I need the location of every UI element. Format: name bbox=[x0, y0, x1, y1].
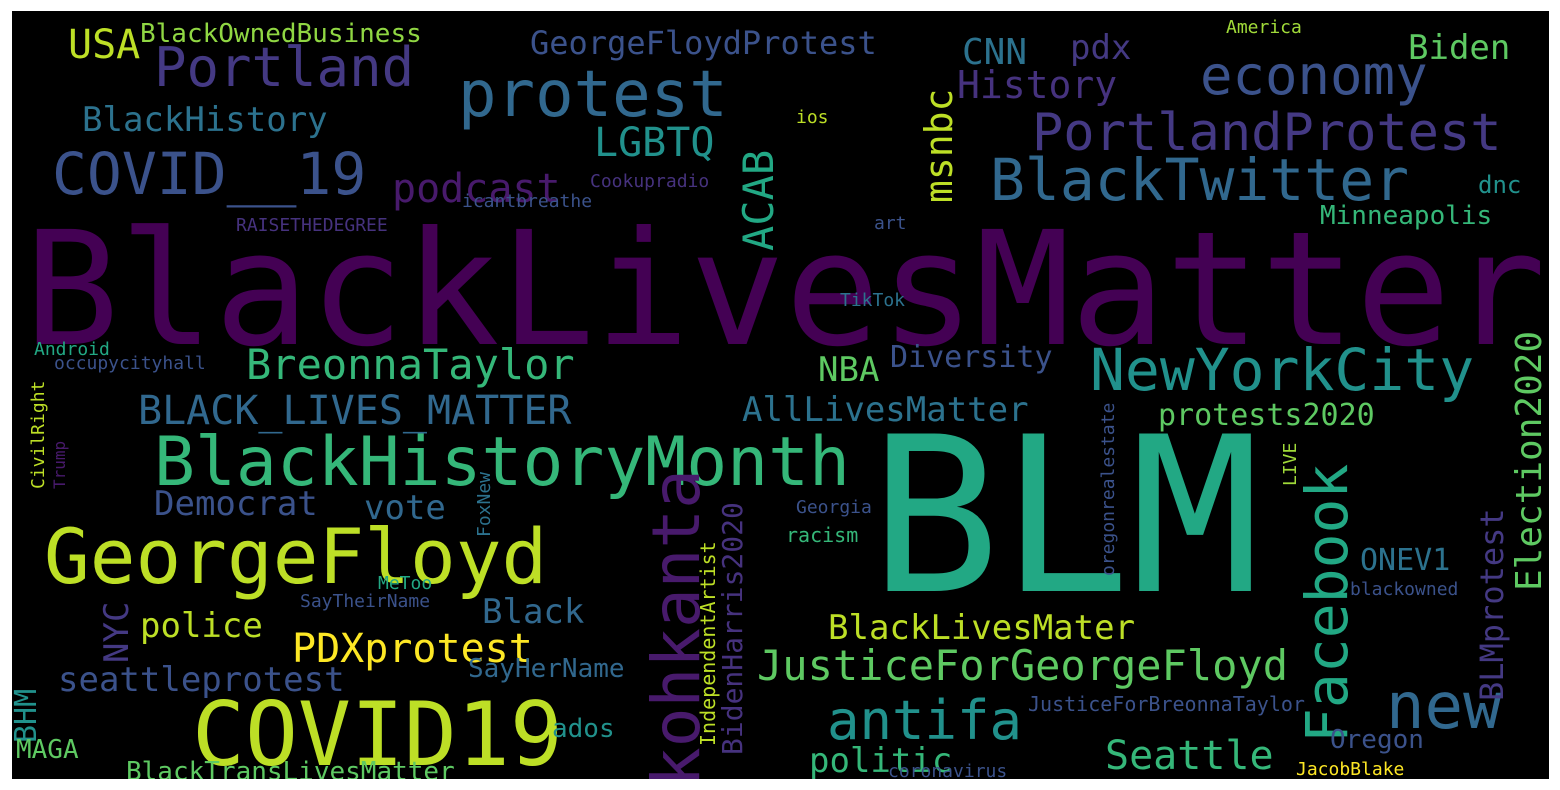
word-pdx: pdx bbox=[1070, 28, 1132, 68]
word-bidenharris2020: BidenHarris2020 bbox=[716, 502, 749, 755]
word-election2020: Election2020 bbox=[1509, 330, 1549, 591]
word-alllivesmatter: AllLivesMatter bbox=[742, 390, 1029, 430]
word-pdxprotest: PDXprotest bbox=[292, 626, 533, 672]
word-democrat: Democrat bbox=[154, 484, 318, 524]
word-history: History bbox=[957, 63, 1118, 107]
word-ados: ados bbox=[552, 714, 615, 744]
word-america: America bbox=[1226, 17, 1302, 38]
word-maga: MAGA bbox=[16, 735, 79, 765]
word-usa: USA bbox=[68, 22, 141, 68]
word-occupycityhall: occupycityhall bbox=[54, 353, 206, 374]
word-raisethedegree: RAISETHEDEGREE bbox=[236, 215, 388, 236]
word-georgefloyd: GeorgeFloyd bbox=[44, 512, 548, 601]
word-independentartist: IndependentArtist bbox=[696, 541, 720, 746]
word-blacktwitter: BlackTwitter bbox=[990, 146, 1410, 214]
word-georgefloydprotest: GeorgeFloydProtest bbox=[530, 24, 877, 62]
word-lgbtq: LGBTQ bbox=[594, 120, 715, 166]
word-sayhername: SayHerName bbox=[468, 654, 625, 684]
word-blackownedbusiness: BlackOwnedBusiness bbox=[140, 19, 422, 49]
word-oregon: Oregon bbox=[1330, 725, 1424, 755]
word-justiceforbreonnataylor: JusticeForBreonnaTaylor bbox=[1028, 692, 1305, 716]
word-blacklivesmater: BlackLivesMater bbox=[828, 608, 1136, 648]
word-nba: NBA bbox=[818, 350, 880, 390]
word-blackhistorymonth: BlackHistoryMonth bbox=[154, 423, 850, 502]
word-biden: Biden bbox=[1408, 28, 1511, 68]
word-blm: BLM bbox=[870, 391, 1261, 642]
word-newyorkcity: NewYorkCity bbox=[1090, 336, 1475, 404]
word-foxnew: FoxNew bbox=[474, 471, 495, 537]
word-icantbreathe: icantbreathe bbox=[462, 191, 593, 212]
word-justiceforgeorgefloyd: JusticeForGeorgeFloyd bbox=[757, 641, 1289, 690]
word-jacobblake: JacobBlake bbox=[1296, 759, 1405, 779]
word-blackowned: blackowned bbox=[1350, 579, 1459, 600]
word-cookupradio: Cookupradio bbox=[590, 171, 710, 192]
word-seattle: Seattle bbox=[1105, 733, 1274, 779]
word-antifa: antifa bbox=[827, 689, 1023, 752]
word-protests2020: protests2020 bbox=[1158, 398, 1375, 433]
word-diversity: Diversity bbox=[890, 340, 1053, 375]
word-saytheirname: SayTheirName bbox=[300, 591, 431, 612]
word-portland: Portland bbox=[154, 36, 415, 99]
word-minneapolis: Minneapolis bbox=[1320, 201, 1493, 231]
word-seattleprotest: seattleprotest bbox=[58, 660, 345, 700]
word-cloud: BlackLivesMatter BLM GeorgeFloyd COVID19 Bla… bbox=[12, 11, 1549, 779]
word-covid19: COVID19 bbox=[192, 683, 563, 779]
word-police: police bbox=[140, 606, 263, 646]
word-blacktranslivesmatter: BlackTransLivesMatter bbox=[126, 757, 455, 779]
word-black: Black bbox=[482, 592, 585, 632]
word-breonnataylor: BreonnaTaylor bbox=[246, 340, 575, 389]
word-art: art bbox=[874, 213, 907, 234]
word-metoo: MeToo bbox=[378, 573, 433, 594]
word-economy: economy bbox=[1200, 44, 1428, 107]
word-blacklivesmatter: BlackLivesMatter bbox=[24, 198, 1546, 382]
word-tiktok: TikTok bbox=[840, 290, 906, 311]
word-acab: ACAB bbox=[734, 149, 783, 251]
word-civilright: CivilRight bbox=[28, 380, 49, 489]
word-vote: vote bbox=[364, 488, 446, 528]
word-coronavirus: coronavirus bbox=[888, 761, 1008, 780]
word-onev1: ONEV1 bbox=[1360, 543, 1451, 578]
word-podcast: podcast bbox=[392, 166, 561, 212]
word-android: Android bbox=[34, 339, 110, 360]
word-blackhistory: BlackHistory bbox=[82, 100, 328, 140]
word-georgia: Georgia bbox=[796, 497, 872, 518]
word-nyc: NYC bbox=[97, 601, 137, 663]
word-blmprotest: BLMprotest bbox=[1473, 508, 1511, 701]
word-msnbc: msnbc bbox=[917, 88, 961, 203]
word-trump: Trump bbox=[50, 440, 69, 489]
word-black-lives-matter: BLACK_LIVES_MATTER bbox=[138, 388, 572, 434]
word-racism: racism bbox=[786, 523, 859, 547]
word-new: new bbox=[1386, 670, 1502, 744]
word-protest: protest bbox=[458, 58, 728, 132]
word-live: LIVE bbox=[1280, 442, 1301, 486]
word-covid-19: COVID__19 bbox=[52, 140, 367, 208]
word-cnn: CNN bbox=[962, 32, 1028, 73]
word-dnc: dnc bbox=[1478, 171, 1522, 199]
word-portlandprotest: PortlandProtest bbox=[1032, 103, 1502, 163]
word-oregonrealestate: oregonrealestate bbox=[1098, 402, 1119, 576]
word-politic: politic bbox=[809, 741, 953, 779]
word-facebook: Facebook bbox=[1293, 463, 1361, 743]
word-ios: ios bbox=[796, 107, 829, 128]
